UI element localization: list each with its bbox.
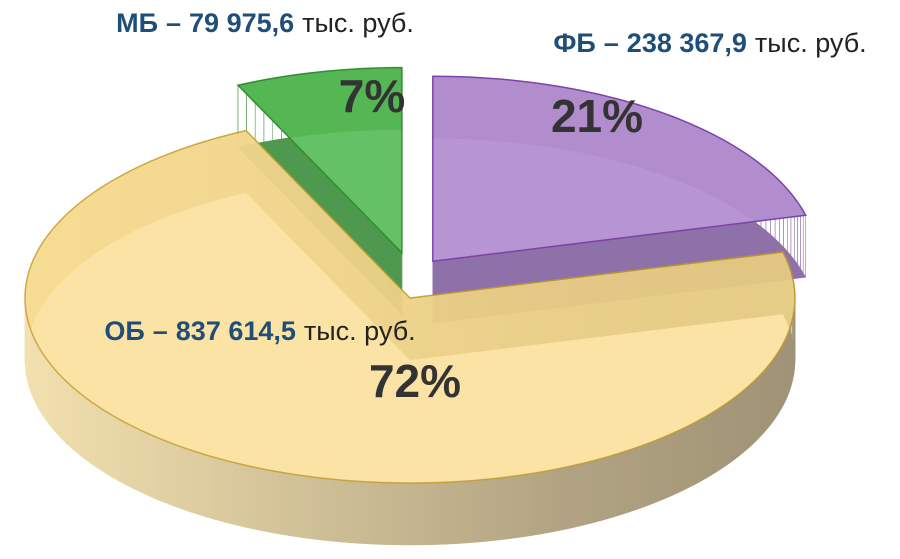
value-label: 7% <box>339 70 405 122</box>
separator: – <box>604 28 619 58</box>
slice <box>24 129 796 484</box>
slice <box>236 66 403 255</box>
unit: тыс. руб. <box>304 316 416 346</box>
category: ФБ <box>553 28 595 58</box>
slice-label: ФБ –238 367,9 тыс. руб. <box>553 28 866 58</box>
category: МБ <box>116 8 158 38</box>
separator: – <box>166 8 181 38</box>
value-label: 72% <box>369 355 461 407</box>
unit: тыс. руб. <box>755 28 867 58</box>
slice <box>432 75 807 263</box>
slice-label: ОБ –837 614,5 тыс. руб. <box>104 316 415 346</box>
category: ОБ <box>104 316 144 346</box>
amount: 79 975,6 <box>189 8 294 38</box>
amount: 837 614,5 <box>176 316 296 346</box>
unit: тыс. руб. <box>302 8 414 38</box>
amount: 238 367,9 <box>627 28 747 58</box>
value-label: 21% <box>551 90 643 142</box>
slice-label: МБ –79 975,6 тыс. руб. <box>116 8 414 38</box>
separator: – <box>153 316 168 346</box>
